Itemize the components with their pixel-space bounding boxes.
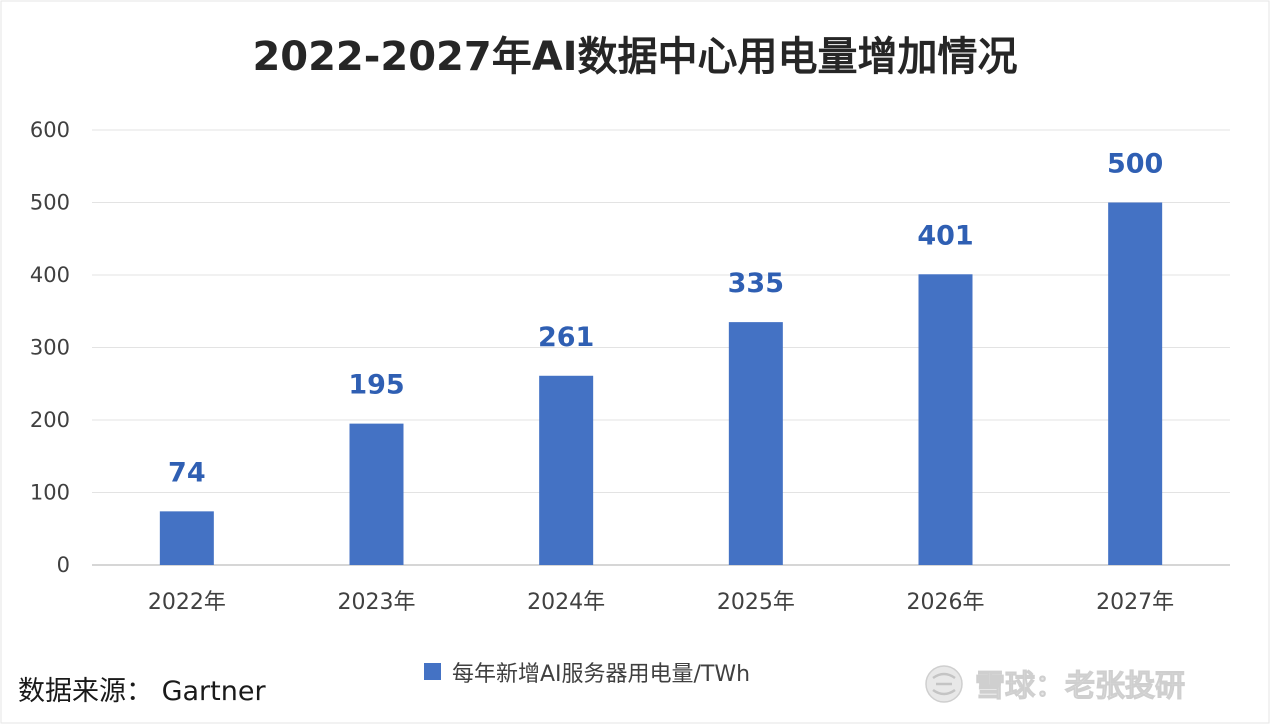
x-tick-label-2025年: 2025年 [717, 590, 795, 615]
bar-2027年 [1108, 202, 1163, 565]
watermark: 雪球：老张投研 [925, 665, 1186, 705]
snowball-logo-icon [925, 665, 963, 703]
y-tick-label-600: 600 [30, 118, 70, 142]
bar-2022年 [159, 511, 214, 565]
data-label-2023年: 195 [348, 370, 404, 401]
data-label-2022年: 74 [168, 457, 206, 488]
y-tick-label-100: 100 [30, 481, 70, 505]
y-tick-label-0: 0 [57, 553, 70, 577]
bar-2026年 [918, 274, 973, 565]
y-tick-label-300: 300 [30, 336, 70, 360]
y-tick-label-500: 500 [30, 191, 70, 215]
x-axis-ticks: 2022年 2023年 2024年 2025年 2026年 2027年 [148, 590, 1174, 615]
chart-title: 2022-2027年AI数据中心用电量增加情况 [252, 34, 1017, 80]
x-tick-label-2023年: 2023年 [338, 590, 416, 615]
data-labels: 74 195 261 335 401 500 [168, 149, 1163, 489]
bar-2023年 [349, 423, 404, 565]
data-label-2024年: 261 [538, 322, 594, 353]
x-tick-label-2024年: 2024年 [527, 590, 605, 615]
x-tick-label-2026年: 2026年 [907, 590, 985, 615]
legend: 每年新增AI服务器用电量/TWh [424, 662, 750, 687]
x-tick-label-2027年: 2027年 [1096, 590, 1174, 615]
x-tick-label-2022年: 2022年 [148, 590, 226, 615]
legend-label: 每年新增AI服务器用电量/TWh [452, 662, 750, 687]
data-label-2025年: 335 [728, 268, 784, 299]
y-axis-ticks: 0 100 200 300 400 500 600 [30, 118, 70, 577]
gridlines [92, 129, 1230, 566]
bars [159, 202, 1163, 565]
bar-2025年 [728, 322, 783, 565]
y-tick-label-400: 400 [30, 263, 70, 287]
data-label-2027年: 500 [1107, 149, 1163, 180]
y-tick-label-200: 200 [30, 408, 70, 432]
source-note: 数据来源： Gartner [18, 676, 266, 707]
data-label-2026年: 401 [917, 220, 973, 251]
bar-2024年 [539, 375, 594, 565]
watermark-text: 雪球：老张投研 [975, 669, 1185, 704]
legend-swatch [424, 663, 441, 680]
